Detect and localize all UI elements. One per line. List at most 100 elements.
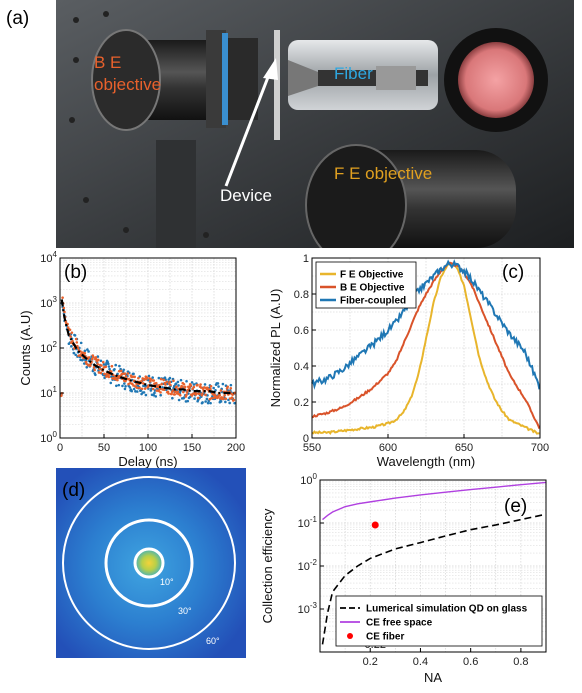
scatter-point xyxy=(164,383,167,386)
scatter-point xyxy=(168,376,172,380)
scatter-point xyxy=(198,392,201,395)
scatter-point xyxy=(154,395,158,398)
x-tick-label: 0 xyxy=(57,442,63,454)
be-label: B E objective xyxy=(94,52,161,96)
scatter-point xyxy=(222,397,225,400)
scatter-point xyxy=(133,375,136,379)
scatter-point xyxy=(69,335,72,338)
legend: F E Objective B E Objective Fiber-coupled xyxy=(315,261,417,309)
y-tick-label: 10-2 xyxy=(298,558,318,573)
scatter-point xyxy=(89,364,92,367)
x-tick-label: 550 xyxy=(303,442,321,454)
scatter-point xyxy=(83,349,87,353)
scatter-point xyxy=(143,387,147,390)
scatter-point xyxy=(179,390,182,393)
scatter-point xyxy=(231,393,234,396)
scatter-point xyxy=(93,368,96,372)
scatter-point xyxy=(116,372,119,376)
scatter-point xyxy=(85,365,89,369)
x-tick-label: 100 xyxy=(139,442,157,454)
device-label: Device xyxy=(220,186,272,205)
y-tick-label: 0.8 xyxy=(294,289,309,301)
scatter-point xyxy=(123,387,127,391)
scatter-point xyxy=(143,377,146,381)
scatter-point xyxy=(71,339,74,343)
device-slide xyxy=(274,30,280,140)
scatter-point xyxy=(177,384,180,387)
scatter-point xyxy=(97,358,100,362)
scatter-point xyxy=(135,390,139,393)
be-label-line1: B E xyxy=(94,53,122,72)
scatter-point xyxy=(144,393,148,397)
y-tick-label: 0.4 xyxy=(294,361,309,373)
scatter-point xyxy=(123,382,126,385)
scatter-point xyxy=(203,383,207,386)
x-tick-label: 700 xyxy=(531,442,549,454)
scatter-point xyxy=(86,348,89,351)
scatter-point xyxy=(121,372,125,376)
x-axis-label: NA xyxy=(424,670,442,685)
scatter-point xyxy=(118,364,121,368)
scatter-point xyxy=(224,400,227,404)
scatter-point xyxy=(176,380,180,384)
legend-entry: CE free space xyxy=(366,618,433,629)
y-tick-label: 10-3 xyxy=(298,601,318,616)
scatter-point xyxy=(159,393,162,397)
fiber-holder xyxy=(288,40,438,110)
scatter-point xyxy=(124,375,128,378)
scatter-point xyxy=(230,396,234,400)
x-tick-label: 150 xyxy=(183,442,201,454)
x-tick-label: 0.6 xyxy=(463,656,478,668)
legend: Lumerical simulation QD on glass CE free … xyxy=(335,595,543,647)
scatter-point xyxy=(162,378,165,382)
x-tick-label: 0.4 xyxy=(413,656,428,668)
scatter-point xyxy=(179,378,183,382)
scatter-point xyxy=(154,381,158,385)
scatter-point xyxy=(196,383,199,387)
scatter-point xyxy=(152,379,156,382)
scatter-point xyxy=(192,385,196,389)
scatter-point xyxy=(107,362,110,366)
scatter-point xyxy=(172,379,175,383)
scatter-point xyxy=(167,392,170,395)
series-line-0 xyxy=(321,513,547,645)
y-tick-label: 104 xyxy=(40,250,57,265)
scatter-point xyxy=(148,380,152,383)
y-axis-label: Collection efficiency xyxy=(260,508,275,623)
scatter-point xyxy=(162,388,166,391)
scatter-point xyxy=(209,384,213,388)
y-tick-label: 103 xyxy=(40,295,57,310)
panel-d-label: (d) xyxy=(62,480,86,501)
scatter-point xyxy=(212,386,215,390)
scatter-point xyxy=(210,396,213,400)
scatter-point xyxy=(74,337,78,341)
scatter-point xyxy=(180,385,184,388)
scatter-point xyxy=(123,372,127,376)
scatter-point xyxy=(130,389,134,393)
scatter-point xyxy=(205,397,209,401)
y-tick-label: 0.6 xyxy=(294,325,309,337)
scatter-point xyxy=(201,401,204,404)
scatter-point xyxy=(182,382,186,386)
scatter-point xyxy=(149,377,152,381)
scatter-point xyxy=(74,353,77,357)
scatter-point xyxy=(140,387,144,391)
scatter-point xyxy=(73,334,77,337)
y-tick-label: 0 xyxy=(303,433,309,445)
scatter-point xyxy=(126,372,130,375)
scatter-point xyxy=(164,378,167,381)
scatter-point xyxy=(145,376,149,379)
scatter-point xyxy=(116,378,119,382)
scatter-point xyxy=(168,380,172,384)
x-tick-label: 650 xyxy=(455,442,473,454)
scatter-point xyxy=(76,344,79,348)
scatter-point xyxy=(201,392,204,395)
y-axis-label: Counts (A.U) xyxy=(18,310,33,385)
scatter-point xyxy=(75,341,79,344)
scatter-point xyxy=(76,346,80,350)
scatter-point xyxy=(124,379,127,383)
scatter-point xyxy=(128,386,132,389)
scatter-point xyxy=(153,391,156,395)
scatter-point xyxy=(87,350,90,353)
scatter-point xyxy=(115,384,118,388)
